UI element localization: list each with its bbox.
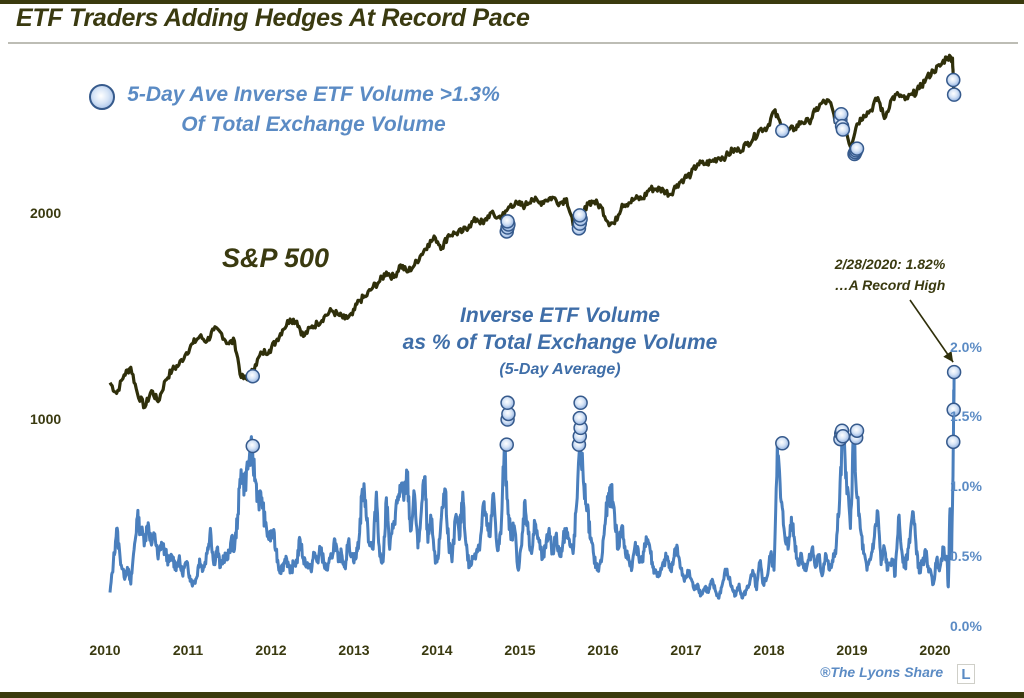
sp500-signal-marker: [775, 123, 790, 138]
x-axis-tick-label: 2016: [587, 642, 619, 658]
legend-line-2: Of Total Exchange Volume: [181, 113, 446, 136]
x-axis-tick-label: 2019: [836, 642, 868, 658]
legend: 5-Day Ave Inverse ETF Volume >1.3% Of To…: [116, 80, 511, 140]
x-axis-tick-label: 2010: [89, 642, 121, 658]
annotation-line-1: 2/28/2020: 1.82%: [834, 256, 946, 272]
sp500-signal-marker: [946, 72, 961, 88]
record-high-annotation: 2/28/2020: 1.82% …A Record High: [800, 254, 980, 296]
right-axis-tick-1-5: 1.5%: [950, 408, 982, 424]
left-axis-tick-1000: 1000: [30, 411, 62, 427]
right-axis-tick-2-0: 2.0%: [950, 339, 982, 355]
inverse-etf-signal-marker: [835, 429, 851, 444]
annotation-arrow-line: [909, 299, 954, 363]
right-axis-tick-0: 0.0%: [950, 618, 982, 634]
x-axis-tick-label: 2018: [753, 642, 785, 658]
x-axis-tick-label: 2020: [919, 642, 951, 658]
x-axis-tick-label: 2017: [670, 642, 702, 658]
sp500-signal-marker: [572, 208, 588, 223]
inverse-etf-label-line-2: as % of Total Exchange Volume: [402, 331, 718, 354]
sp500-signal-marker: [245, 368, 261, 384]
inverse-etf-signal-marker: [946, 402, 961, 418]
inverse-etf-signal-marker: [946, 434, 961, 450]
credit-text: ®The Lyons Share: [820, 664, 944, 680]
top-border: [0, 0, 1024, 4]
sp500-signal-marker: [833, 106, 849, 122]
lyons-share-logo-icon: L: [957, 664, 975, 684]
title-divider: [8, 42, 1018, 44]
sp500-signal-markers: [245, 72, 962, 384]
legend-line-1: 5-Day Ave Inverse ETF Volume >1.3%: [127, 83, 500, 106]
legend-circle-marker-icon: [89, 84, 115, 110]
annotation-arrowhead: [943, 351, 954, 363]
sp500-signal-marker: [500, 214, 515, 229]
sp500-series-label: S&P 500: [222, 243, 330, 273]
right-axis-tick-0-5: 0.5%: [950, 548, 982, 564]
sp500-signal-marker: [849, 141, 865, 156]
inverse-etf-label-line-3: (5-Day Average): [499, 361, 621, 378]
x-axis-tick-label: 2015: [504, 642, 536, 658]
x-axis-tick-label: 2014: [421, 642, 453, 658]
inverse-etf-signal-marker: [946, 364, 962, 380]
inverse-etf-line: [108, 372, 956, 600]
inverse-etf-label-line-1: Inverse ETF Volume: [460, 304, 660, 327]
inverse-etf-signal-marker: [245, 438, 261, 454]
inverse-etf-signal-marker: [573, 395, 588, 411]
sp500-signal-marker: [946, 87, 962, 102]
inverse-etf-signal-marker: [499, 437, 514, 452]
inverse-etf-signal-marker: [849, 423, 865, 438]
inverse-etf-signal-marker: [775, 436, 790, 451]
inverse-etf-signal-marker: [500, 395, 515, 411]
sp500-signal-marker: [835, 122, 851, 137]
inverse-etf-signal-markers: [245, 364, 962, 454]
annotation-line-2: …A Record High: [834, 277, 946, 293]
annotation-arrow: [909, 299, 954, 363]
x-axis-tick-label: 2011: [172, 642, 204, 658]
inverse-etf-signal-marker: [572, 410, 588, 426]
inverse-etf-series: [108, 372, 956, 600]
x-axis-tick-label: 2013: [338, 642, 370, 658]
bottom-border: [0, 692, 1024, 698]
chart-title: ETF Traders Adding Hedges At Record Pace: [16, 4, 530, 32]
inverse-etf-series-label: Inverse ETF Volume as % of Total Exchang…: [380, 302, 740, 383]
left-axis-tick-2000: 2000: [30, 205, 62, 221]
x-axis-tick-label: 2012: [255, 642, 287, 658]
right-axis-tick-1-0: 1.0%: [950, 478, 982, 494]
